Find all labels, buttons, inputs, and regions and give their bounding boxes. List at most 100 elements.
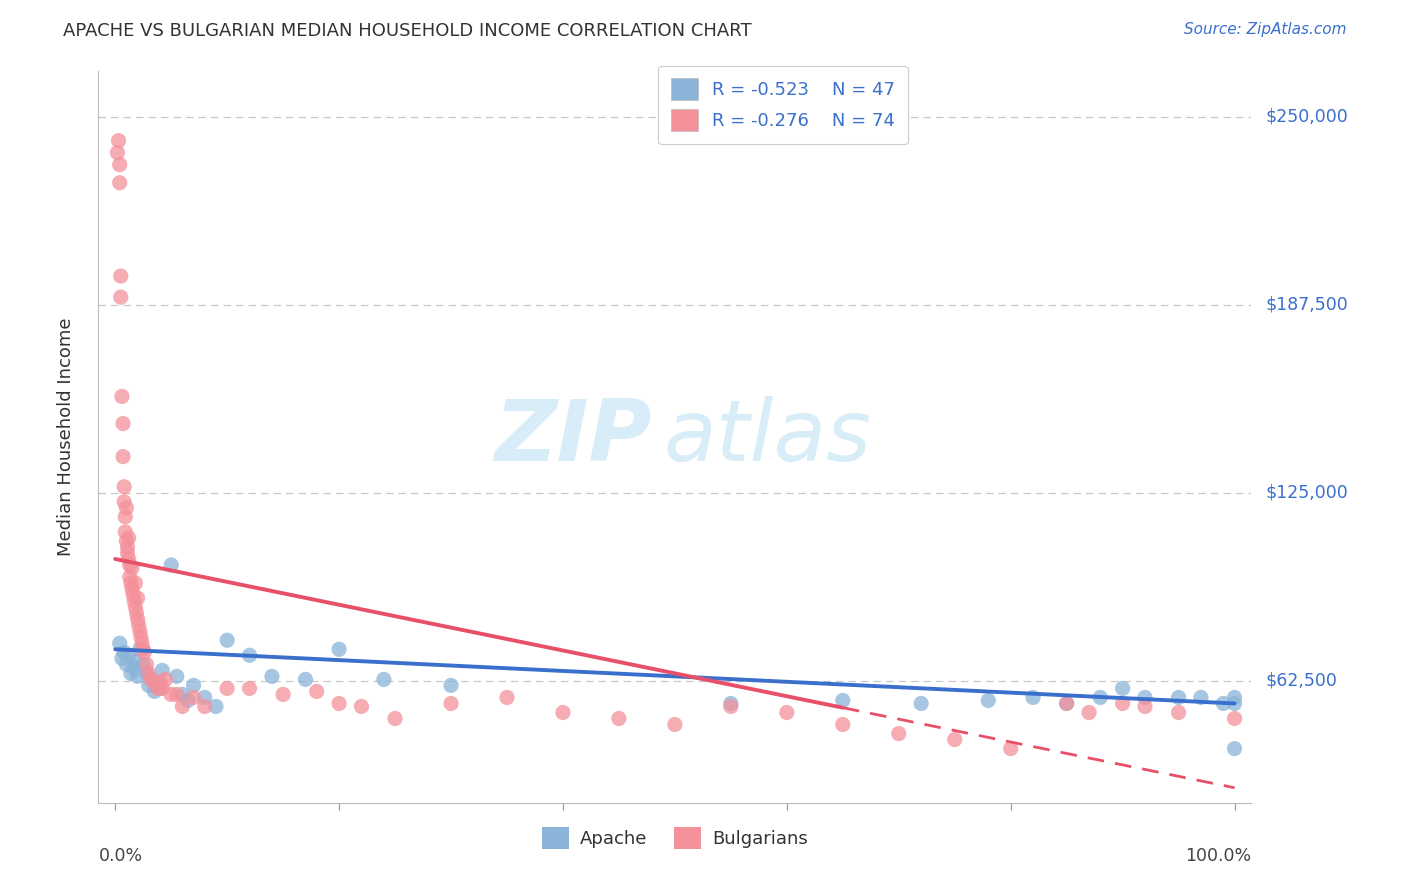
Point — [664, 717, 686, 731]
Point — [160, 558, 183, 572]
Point — [112, 495, 135, 509]
Point — [115, 533, 138, 548]
Point — [496, 690, 519, 705]
Point — [305, 684, 328, 698]
Point — [328, 642, 350, 657]
Point — [440, 697, 463, 711]
Point — [205, 699, 228, 714]
Text: $250,000: $250,000 — [1265, 108, 1348, 126]
Point — [1078, 706, 1101, 720]
Point — [110, 268, 132, 283]
Point — [217, 681, 239, 696]
Point — [124, 576, 146, 591]
Point — [108, 176, 131, 190]
Point — [1133, 699, 1156, 714]
Point — [112, 417, 135, 431]
Point — [166, 669, 188, 683]
Point — [607, 712, 630, 726]
Point — [1111, 681, 1133, 696]
Text: ZIP: ZIP — [494, 395, 652, 479]
Point — [118, 570, 141, 584]
Point — [350, 699, 373, 714]
Point — [122, 588, 145, 602]
Text: 100.0%: 100.0% — [1185, 847, 1251, 864]
Point — [194, 699, 217, 714]
Point — [127, 591, 149, 606]
Point — [172, 699, 194, 714]
Point — [551, 706, 574, 720]
Point — [120, 666, 142, 681]
Point — [1090, 690, 1112, 705]
Point — [117, 540, 139, 554]
Text: $62,500: $62,500 — [1265, 672, 1337, 690]
Point — [108, 158, 131, 172]
Text: Source: ZipAtlas.com: Source: ZipAtlas.com — [1184, 22, 1347, 37]
Point — [135, 666, 157, 681]
Point — [831, 717, 853, 731]
Point — [134, 645, 156, 659]
Point — [146, 675, 169, 690]
Point — [127, 669, 149, 683]
Point — [183, 678, 205, 692]
Point — [1189, 690, 1212, 705]
Text: APACHE VS BULGARIAN MEDIAN HOUSEHOLD INCOME CORRELATION CHART: APACHE VS BULGARIAN MEDIAN HOUSEHOLD INC… — [63, 22, 752, 40]
Point — [111, 651, 134, 665]
Point — [118, 558, 141, 572]
Point — [108, 636, 131, 650]
Point — [127, 612, 149, 626]
Point — [121, 561, 143, 575]
Point — [720, 699, 742, 714]
Y-axis label: Median Household Income: Median Household Income — [56, 318, 75, 557]
Point — [1167, 706, 1189, 720]
Point — [128, 642, 150, 657]
Point — [440, 678, 463, 692]
Point — [1111, 697, 1133, 711]
Point — [132, 642, 155, 657]
Point — [121, 582, 143, 596]
Point — [1167, 690, 1189, 705]
Point — [139, 673, 162, 687]
Point — [117, 531, 139, 545]
Point — [149, 675, 172, 690]
Point — [138, 666, 160, 681]
Point — [143, 684, 166, 698]
Point — [129, 630, 152, 644]
Point — [117, 648, 139, 663]
Point — [166, 688, 188, 702]
Point — [373, 673, 395, 687]
Point — [112, 645, 135, 659]
Point — [328, 697, 350, 711]
Point — [1223, 697, 1246, 711]
Point — [1022, 690, 1045, 705]
Point — [135, 657, 157, 672]
Point — [117, 552, 139, 566]
Text: $125,000: $125,000 — [1265, 483, 1348, 502]
Point — [117, 546, 139, 560]
Point — [124, 654, 146, 668]
Point — [114, 509, 136, 524]
Point — [120, 576, 142, 591]
Point — [271, 688, 294, 702]
Point — [384, 712, 406, 726]
Point — [294, 673, 316, 687]
Text: atlas: atlas — [664, 395, 872, 479]
Point — [139, 673, 162, 687]
Point — [115, 657, 138, 672]
Point — [160, 688, 183, 702]
Point — [150, 681, 173, 696]
Point — [1000, 741, 1022, 756]
Point — [155, 673, 177, 687]
Point — [112, 450, 135, 464]
Point — [977, 693, 1000, 707]
Point — [183, 690, 205, 705]
Point — [1056, 697, 1078, 711]
Point — [110, 290, 132, 304]
Point — [112, 480, 135, 494]
Point — [943, 732, 966, 747]
Point — [125, 606, 148, 620]
Point — [910, 697, 932, 711]
Point — [122, 594, 145, 608]
Point — [124, 600, 146, 615]
Point — [115, 500, 138, 515]
Point — [1223, 741, 1246, 756]
